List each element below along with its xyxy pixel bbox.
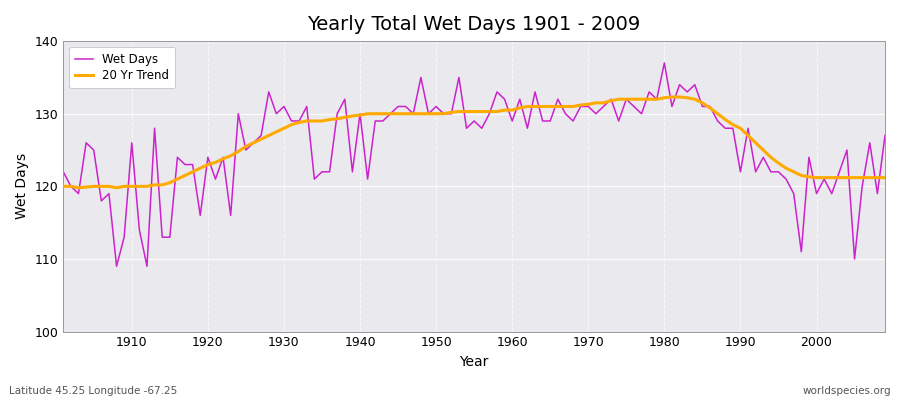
Legend: Wet Days, 20 Yr Trend: Wet Days, 20 Yr Trend — [69, 47, 176, 88]
20 Yr Trend — [515, 106, 526, 110]
Wet Days — [339, 97, 350, 102]
Text: worldspecies.org: worldspecies.org — [803, 386, 891, 396]
20 Yr Trend — [293, 120, 304, 125]
Line: 20 Yr Trend: 20 Yr Trend — [63, 97, 885, 188]
Wet Days — [126, 140, 137, 145]
20 Yr Trend — [58, 184, 68, 189]
Wet Days — [659, 60, 670, 65]
Wet Days — [879, 133, 890, 138]
Y-axis label: Wet Days: Wet Days — [15, 153, 29, 220]
Wet Days — [112, 264, 122, 269]
X-axis label: Year: Year — [460, 355, 489, 369]
Wet Days — [507, 118, 517, 123]
Wet Days — [293, 118, 304, 123]
Wet Days — [515, 97, 526, 102]
Line: Wet Days: Wet Days — [63, 63, 885, 266]
20 Yr Trend — [507, 108, 517, 112]
Text: Latitude 45.25 Longitude -67.25: Latitude 45.25 Longitude -67.25 — [9, 386, 177, 396]
20 Yr Trend — [606, 98, 616, 103]
20 Yr Trend — [667, 95, 678, 100]
Wet Days — [58, 170, 68, 174]
Title: Yearly Total Wet Days 1901 - 2009: Yearly Total Wet Days 1901 - 2009 — [308, 15, 641, 34]
Wet Days — [606, 97, 616, 102]
20 Yr Trend — [879, 175, 890, 180]
20 Yr Trend — [339, 115, 350, 120]
20 Yr Trend — [126, 184, 137, 189]
20 Yr Trend — [73, 185, 84, 190]
